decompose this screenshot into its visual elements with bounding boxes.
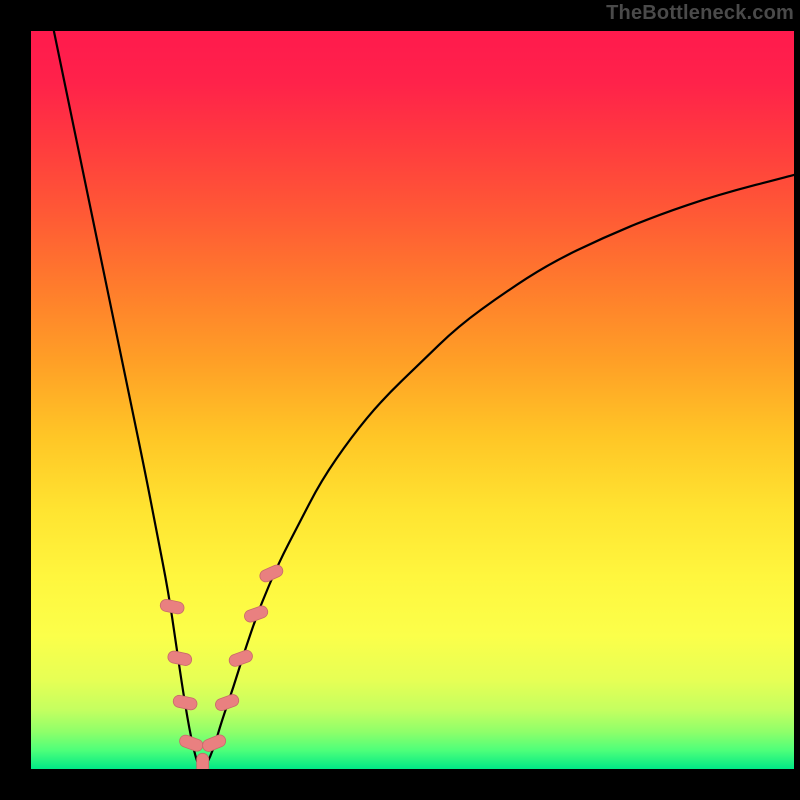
marker-capsule [159, 598, 185, 615]
marker-capsule [197, 753, 209, 769]
plot-area [31, 31, 794, 769]
marker-capsule [201, 733, 228, 753]
marker-capsule [172, 694, 198, 711]
marker-capsule [167, 650, 193, 667]
bottleneck-curve [54, 31, 794, 767]
marker-capsule [214, 693, 241, 712]
plot-svg [31, 31, 794, 769]
watermark-label: TheBottleneck.com [606, 2, 794, 25]
